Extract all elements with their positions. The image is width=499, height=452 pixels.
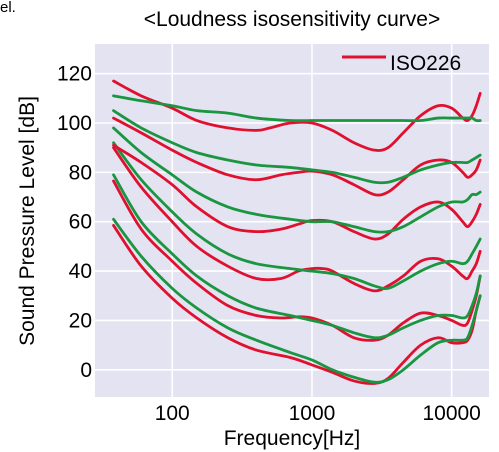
tick-labels: 100 1000 10000 0 20 40 60 80 100 120 (57, 63, 481, 425)
series-line-curve-3 (112, 179, 482, 342)
y-tick-label: 80 (69, 161, 92, 184)
x-tick-label: 1000 (289, 402, 336, 425)
y-tick-label: 60 (69, 211, 92, 234)
x-axis-label: Frequency[Hz] (224, 427, 361, 450)
series-line-curve-6 (112, 141, 482, 290)
top-fragment: el. (0, 0, 16, 16)
series-line-curve-4 (112, 173, 482, 340)
series-line-curve-8 (112, 126, 482, 234)
x-tick-label: 100 (155, 402, 190, 425)
y-tick-label: 120 (57, 63, 92, 86)
series-group (112, 79, 482, 385)
chart-title: <Loudness isosensitivity curve> (144, 8, 441, 31)
series-line-curve-9 (112, 116, 482, 197)
y-axis-label: Sound Pressure Level [dB] (16, 96, 39, 346)
y-tick-label: 40 (69, 260, 92, 283)
legend-label-iso226: ISO226 (390, 52, 461, 75)
series-line-curve-5 (112, 146, 482, 293)
legend: ISO226 (342, 52, 461, 75)
x-tick-label: 10000 (422, 402, 480, 425)
y-tick-label: 0 (80, 359, 92, 382)
series-line-curve-7 (112, 143, 482, 241)
y-tick-label: 100 (57, 112, 92, 135)
series-line-curve-10 (112, 109, 482, 185)
series-line-curve-2 (112, 217, 482, 384)
series-line-curve-12 (112, 94, 482, 123)
series-line-curve-11 (112, 79, 482, 152)
y-tick-label: 20 (69, 309, 92, 332)
